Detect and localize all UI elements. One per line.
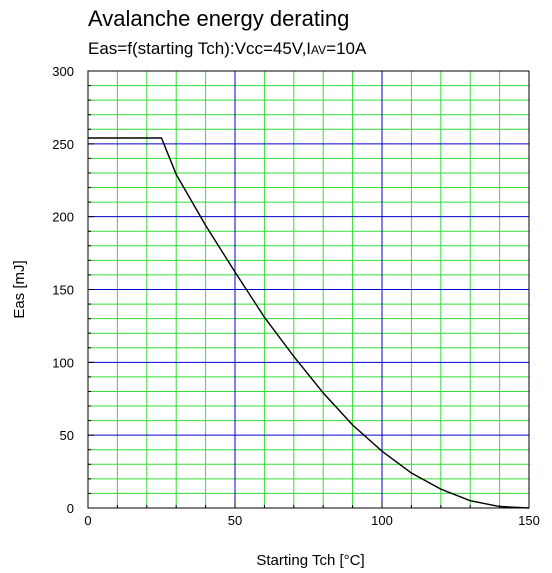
y-tick-label: 250 (52, 137, 74, 152)
chart-subtitle: Eas=f(starting Tch):Vcc=45V,IAV=10A (88, 39, 366, 59)
y-tick-label: 100 (52, 355, 74, 370)
tick-marks (87, 70, 530, 509)
subtitle-suffix: =10A (326, 39, 367, 58)
tick-labels: 0 50 100 150 0 50 100 150 200 250 300 (52, 64, 540, 528)
y-tick-label: 50 (60, 428, 74, 443)
subtitle-prefix: Eas=f(starting Tch):Vcc=45V,I (88, 39, 312, 58)
subtitle-subscript: AV (311, 43, 327, 57)
x-tick-label: 0 (84, 513, 91, 528)
y-tick-label: 0 (67, 501, 74, 516)
x-axis-label: Starting Tch [°C] (256, 552, 364, 569)
y-tick-label: 150 (52, 283, 74, 298)
major-grid (88, 71, 529, 508)
y-tick-label: 200 (52, 210, 74, 225)
y-axis-label: Eas [mJ] (11, 260, 28, 318)
series-line (88, 137, 530, 509)
x-tick-label: 50 (228, 513, 242, 528)
y-tick-label: 300 (52, 64, 74, 79)
chart-title: Avalanche energy derating (88, 6, 350, 31)
x-tick-label: 100 (371, 513, 393, 528)
x-tick-label: 150 (518, 513, 540, 528)
